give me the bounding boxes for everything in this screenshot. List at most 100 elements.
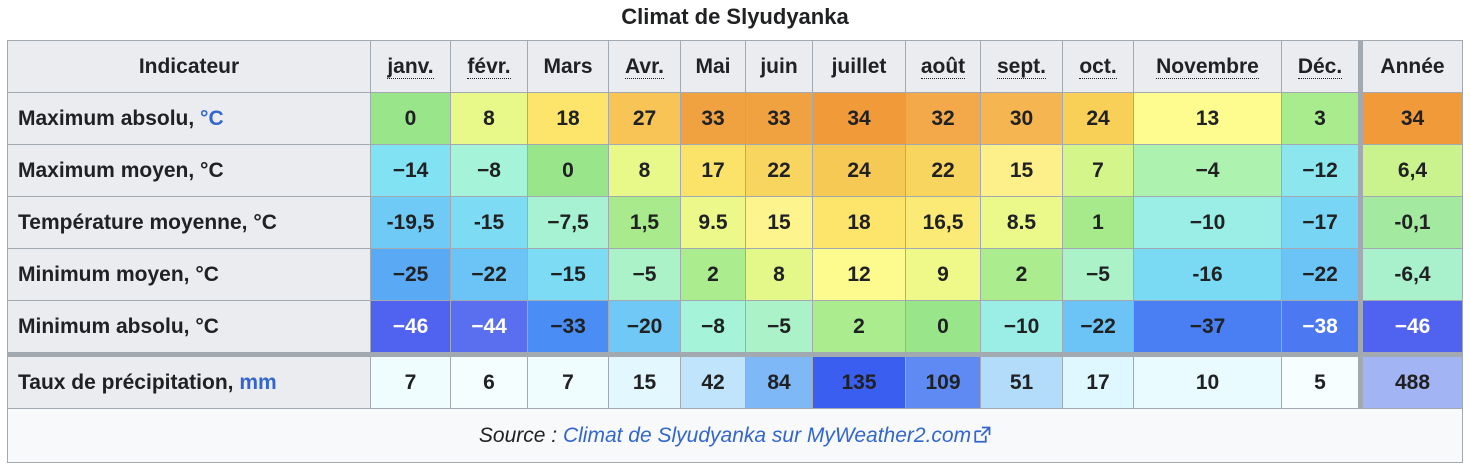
value-cell: 13: [1133, 92, 1282, 145]
row-label: Minimum absolu, °C: [7, 300, 371, 355]
header-label: sept.: [996, 54, 1046, 79]
row-label: Maximum moyen, °C: [7, 144, 371, 197]
value-cell: −20: [608, 300, 681, 355]
data-row: Taux de précipitation, mm 7 6 7 15 42 84 135 109…: [7, 352, 1463, 409]
row-label: Température moyenne, °C: [7, 196, 371, 249]
value-cell: 2: [980, 248, 1063, 301]
value-cell: 488: [1358, 352, 1463, 409]
header-label: Mai: [695, 54, 731, 78]
value-cell: 2: [680, 248, 746, 301]
header-cell: oct.: [1062, 40, 1134, 93]
value-cell: 15: [980, 144, 1063, 197]
value-cell: -19,5: [370, 196, 451, 249]
value-cell: 34: [1358, 92, 1463, 145]
header-label: Avr.: [625, 54, 664, 79]
data-row: Température moyenne, °C -19,5 -15 −7,5 1,5 9.…: [7, 196, 1463, 249]
value-cell: 33: [680, 92, 746, 145]
value-cell: 5: [1281, 352, 1361, 409]
value-cell: 24: [812, 144, 906, 197]
value-cell: 8: [450, 92, 528, 145]
header-label: juin: [760, 54, 798, 78]
value-cell: 27: [608, 92, 681, 145]
value-cell: 18: [527, 92, 609, 145]
header-label: janv.: [387, 54, 434, 79]
value-cell: 17: [680, 144, 746, 197]
header-cell: Mars: [527, 40, 609, 93]
data-row: Maximum moyen, °C −14 −8 0 8 17 22 24 22 15 7 −4 −12…: [7, 144, 1463, 197]
value-cell: −46: [370, 300, 451, 355]
value-cell: −5: [745, 300, 813, 355]
row-label: Taux de précipitation, mm: [7, 352, 371, 409]
row-label: Minimum moyen, °C: [7, 248, 371, 301]
header-label: Mars: [543, 54, 593, 78]
value-cell: −8: [680, 300, 746, 355]
row-label-text: Taux de précipitation,: [18, 370, 234, 394]
value-cell: 9.5: [680, 196, 746, 249]
unit-link[interactable]: °C: [200, 106, 224, 130]
value-cell: −10: [1133, 196, 1282, 249]
value-cell: 32: [905, 92, 981, 145]
value-cell: −37: [1133, 300, 1282, 355]
row-label-text: Maximum absolu,: [18, 106, 195, 130]
header-cell: juin: [745, 40, 813, 93]
row-label-text: Minimum absolu, °C: [18, 314, 219, 338]
header-cell: Novembre: [1133, 40, 1282, 93]
header-cell: sept.: [980, 40, 1063, 93]
value-cell: 15: [608, 352, 681, 409]
header-cell: juillet: [812, 40, 906, 93]
value-cell: 18: [812, 196, 906, 249]
header-cell: Indicateur: [7, 40, 371, 93]
header-label: juillet: [831, 54, 887, 78]
value-cell: -16: [1133, 248, 1282, 301]
header-cell: janv.: [370, 40, 451, 93]
row-label-text: Température moyenne, °C: [18, 210, 277, 234]
value-cell: −12: [1281, 144, 1361, 197]
header-cell: Mai: [680, 40, 746, 93]
unit-link[interactable]: mm: [239, 370, 277, 394]
value-cell: 0: [527, 144, 609, 197]
row-label-text: Maximum moyen, °C: [18, 158, 224, 182]
value-cell: -6,4: [1358, 248, 1463, 301]
value-cell: 1,5: [608, 196, 681, 249]
row-label: Maximum absolu, °C: [7, 92, 371, 145]
source-cell: Source : Climat de Slyudyanka sur MyWeat…: [7, 408, 1463, 463]
source-link[interactable]: Climat de Slyudyanka sur MyWeather2.com: [562, 423, 972, 447]
value-cell: 15: [745, 196, 813, 249]
header-cell: août: [905, 40, 981, 93]
data-row: Minimum moyen, °C −25 −22 −15 −5 2 8 12 9 2 −5 -16−…: [7, 248, 1463, 301]
value-cell: 7: [527, 352, 609, 409]
value-cell: 33: [745, 92, 813, 145]
value-cell: 1: [1062, 196, 1134, 249]
value-cell: 17: [1062, 352, 1134, 409]
header-cell: févr.: [450, 40, 528, 93]
value-cell: −22: [1281, 248, 1361, 301]
value-cell: 0: [905, 300, 981, 355]
value-cell: 6: [450, 352, 528, 409]
header-label: août: [920, 54, 966, 79]
climate-table: Indicateur janv. févr. Mars Avr. Mai juin juill…: [7, 40, 1463, 463]
value-cell: -0,1: [1358, 196, 1463, 249]
value-cell: 3: [1281, 92, 1361, 145]
value-cell: −14: [370, 144, 451, 197]
value-cell: −10: [980, 300, 1063, 355]
value-cell: -15: [450, 196, 528, 249]
value-cell: 51: [980, 352, 1063, 409]
value-cell: 34: [812, 92, 906, 145]
value-cell: −46: [1358, 300, 1463, 355]
value-cell: −22: [450, 248, 528, 301]
value-cell: 16,5: [905, 196, 981, 249]
value-cell: 109: [905, 352, 981, 409]
value-cell: −15: [527, 248, 609, 301]
header-row: Indicateur janv. févr. Mars Avr. Mai juin juill…: [7, 40, 1463, 93]
value-cell: 12: [812, 248, 906, 301]
value-cell: 84: [745, 352, 813, 409]
header-label: Année: [1380, 54, 1445, 78]
value-cell: 8.5: [980, 196, 1063, 249]
header-cell: Avr.: [608, 40, 681, 93]
value-cell: 10: [1133, 352, 1282, 409]
value-cell: 8: [608, 144, 681, 197]
value-cell: −5: [1062, 248, 1134, 301]
value-cell: −44: [450, 300, 528, 355]
header-cell: Déc.: [1281, 40, 1361, 93]
header-label: Novembre: [1156, 54, 1259, 79]
